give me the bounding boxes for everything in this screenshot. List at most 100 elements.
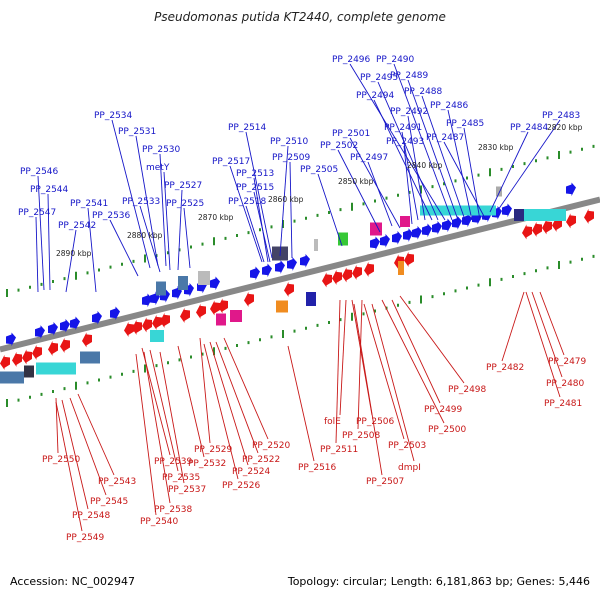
leader-line <box>401 131 419 221</box>
forward-gene <box>403 228 413 242</box>
tick-mark <box>247 231 250 235</box>
leader-line <box>109 219 139 277</box>
magenta-box <box>230 310 242 322</box>
leader-line <box>55 401 83 532</box>
leader-line <box>111 119 151 269</box>
reverse-gene <box>332 269 342 285</box>
forward-gene <box>370 236 380 251</box>
kbp-label: 2880 kbp <box>127 231 163 240</box>
cyan-box <box>420 205 496 216</box>
gene-label-bottom: PP_2539 <box>154 457 193 467</box>
gene-label-top: PP_2486 <box>430 101 469 111</box>
gene-label-bottom: PP_2511 <box>320 445 358 455</box>
gene-label-top: PP_2514 <box>228 123 267 133</box>
tick-mark <box>362 312 365 316</box>
gray-box <box>198 271 210 285</box>
tick-mark <box>52 280 54 283</box>
tick-mark <box>132 259 135 263</box>
tick-mark <box>581 257 583 261</box>
leader-line <box>87 207 97 293</box>
kbp-label: 2860 kbp <box>268 195 304 204</box>
forward-gene <box>48 322 58 336</box>
gene-label-top: PP_2493 <box>386 137 424 147</box>
leader-line <box>229 165 263 263</box>
cyan-box <box>36 362 76 375</box>
leader-line <box>177 189 183 271</box>
forward-gene <box>210 276 220 291</box>
forward-gene <box>422 223 432 238</box>
leader-line <box>223 337 269 440</box>
tick-mark <box>213 237 215 246</box>
leader-line <box>159 153 167 267</box>
tick-mark <box>190 355 192 359</box>
reverse-gene <box>32 344 42 360</box>
tick-mark <box>144 364 146 373</box>
gene-label-bottom: PP_2526 <box>222 481 261 491</box>
leader-line <box>391 299 441 404</box>
gene-label-top: PP_2502 <box>320 141 358 151</box>
reverse-gene <box>60 337 70 353</box>
tick-mark <box>408 190 411 194</box>
steel-box <box>156 281 166 296</box>
gene-label-bottom: PP_2503 <box>388 441 426 451</box>
leader-line <box>65 229 77 293</box>
forward-gene <box>412 226 422 240</box>
tick-mark <box>224 346 227 350</box>
gene-label-top: PP_2527 <box>164 181 202 191</box>
leader-line <box>393 63 453 221</box>
tick-mark <box>569 150 572 154</box>
leader-line <box>55 397 59 454</box>
magenta-box <box>370 222 382 236</box>
tick-mark <box>247 341 250 345</box>
reverse-gene <box>12 351 22 367</box>
page-title: Pseudomonas putida KT2440, complete geno… <box>154 10 446 24</box>
leader-line <box>489 131 529 213</box>
forward-gene <box>566 182 576 197</box>
tick-mark <box>132 369 135 373</box>
tick-mark <box>397 193 399 197</box>
cyan-box <box>514 209 566 221</box>
leader-line <box>381 299 445 424</box>
gene-label-top: PP_2517 <box>212 157 250 167</box>
reverse-gene <box>210 300 220 316</box>
kbp-markers: 2820 kbp 2830 kbp 2840 kbp 2850 kbp 2860 kbp… <box>56 123 583 258</box>
gene-label-top: PP_2542 <box>58 221 96 231</box>
gene-label-bottom: PP_2537 <box>168 485 206 495</box>
reverse-gene <box>522 224 532 240</box>
tick-mark <box>569 260 572 264</box>
gene-label-top: PP_2534 <box>94 111 133 121</box>
leader-line <box>443 141 487 221</box>
reverse-gene <box>160 312 170 328</box>
gene-label-top: PP_2501 <box>332 129 370 139</box>
tick-mark <box>535 269 537 273</box>
tick-mark <box>374 309 376 313</box>
tick-mark <box>293 219 296 223</box>
tick-mark <box>316 213 319 217</box>
leader-line <box>407 79 459 221</box>
label-leader-lines <box>35 63 565 532</box>
leader-line <box>403 145 413 225</box>
tick-marks <box>6 144 595 407</box>
tick-mark <box>512 275 514 278</box>
tick-mark <box>305 216 307 220</box>
gene-label-bottom: PP_2545 <box>90 497 128 507</box>
tick-mark <box>17 398 20 402</box>
gene-label-bottom: PP_2481 <box>544 399 582 409</box>
leader-line <box>501 291 525 362</box>
gene-label-bottom: PP_2516 <box>298 463 337 473</box>
gene-label-bottom: PP_2480 <box>546 379 585 389</box>
leader-line <box>139 205 161 273</box>
tick-mark <box>408 300 411 304</box>
gene-label-top: PP_2483 <box>542 111 580 121</box>
reverse-gene <box>218 298 228 314</box>
leader-line <box>377 81 439 221</box>
leader-line <box>497 119 561 211</box>
kbp-label: 2850 kbp <box>338 177 374 186</box>
tick-mark <box>362 202 365 206</box>
tick-mark <box>29 285 31 289</box>
tick-mark <box>466 176 468 180</box>
tick-mark <box>558 151 560 159</box>
magenta-box <box>216 313 226 326</box>
leader-line <box>539 291 565 356</box>
